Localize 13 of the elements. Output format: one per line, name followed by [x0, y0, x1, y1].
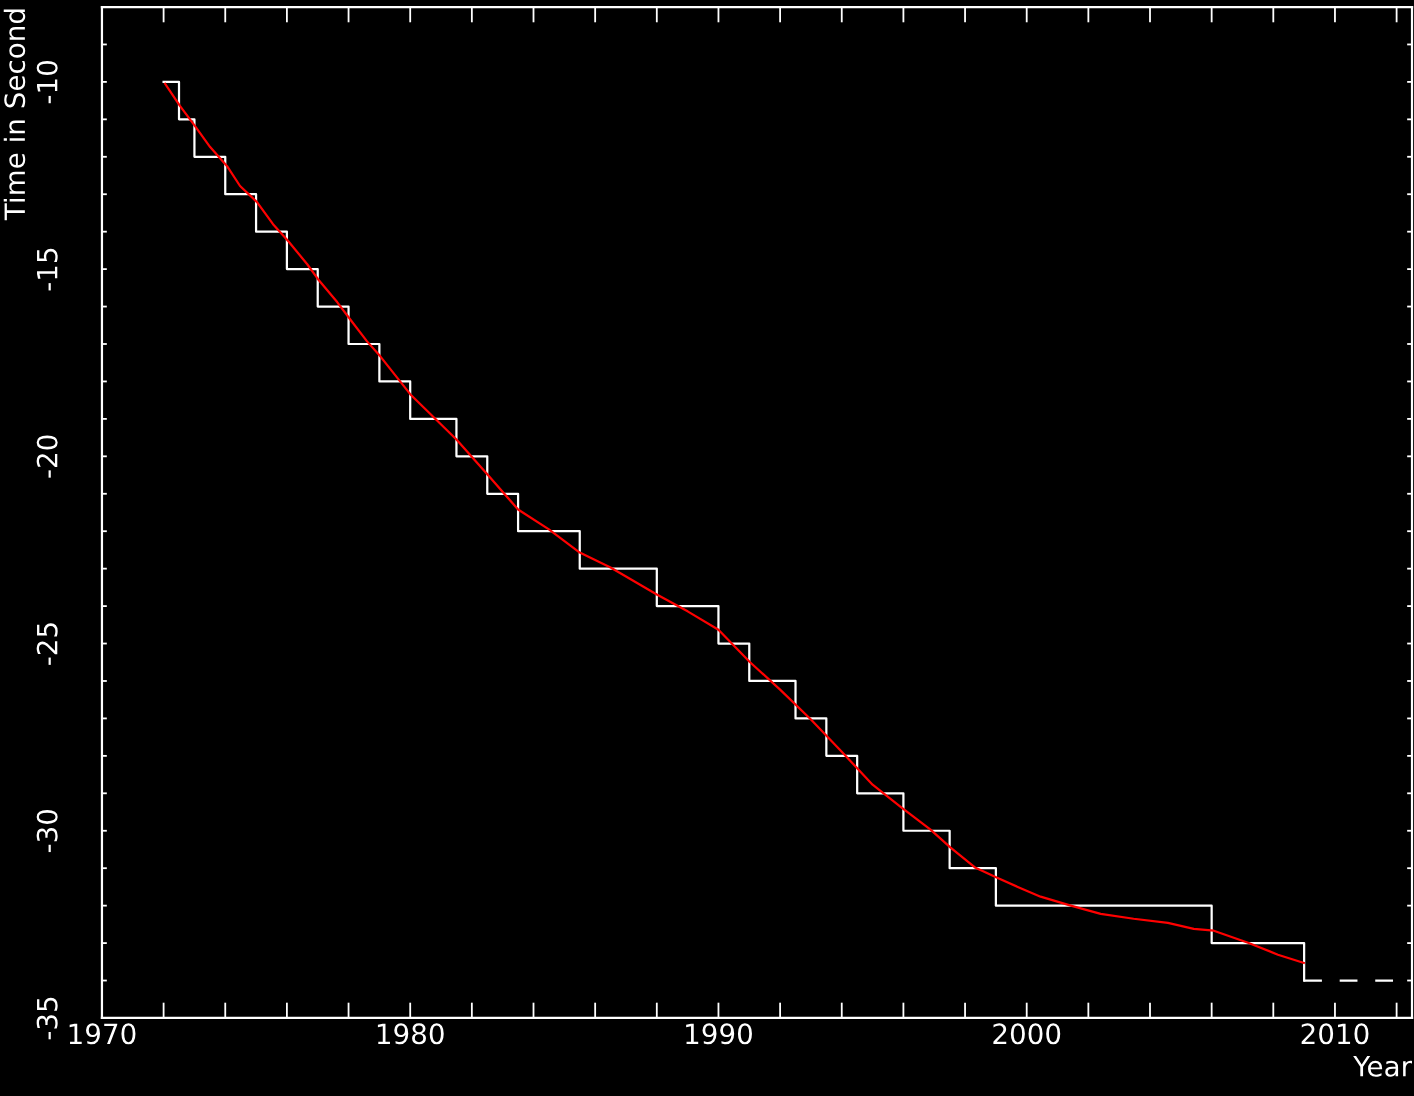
x-tick-label: 1980	[377, 1023, 444, 1045]
y-tick-label: -25	[36, 623, 58, 665]
y-tick-label: -30	[36, 809, 58, 853]
x-tick-label: 2010	[1301, 1023, 1369, 1045]
y-tick-label: -35	[36, 997, 58, 1040]
y-tick-label: -10	[36, 61, 58, 104]
y-axis-title: Time in Second	[3, 9, 26, 221]
y-tick-label: -20	[36, 435, 58, 478]
x-tick-label: 1970	[69, 1023, 136, 1045]
x-tick-label: 2000	[993, 1023, 1061, 1045]
y-tick-label: -15	[37, 248, 58, 291]
x-axis-title: Year	[1353, 1056, 1413, 1077]
x-tick-label: 1990	[686, 1023, 752, 1045]
